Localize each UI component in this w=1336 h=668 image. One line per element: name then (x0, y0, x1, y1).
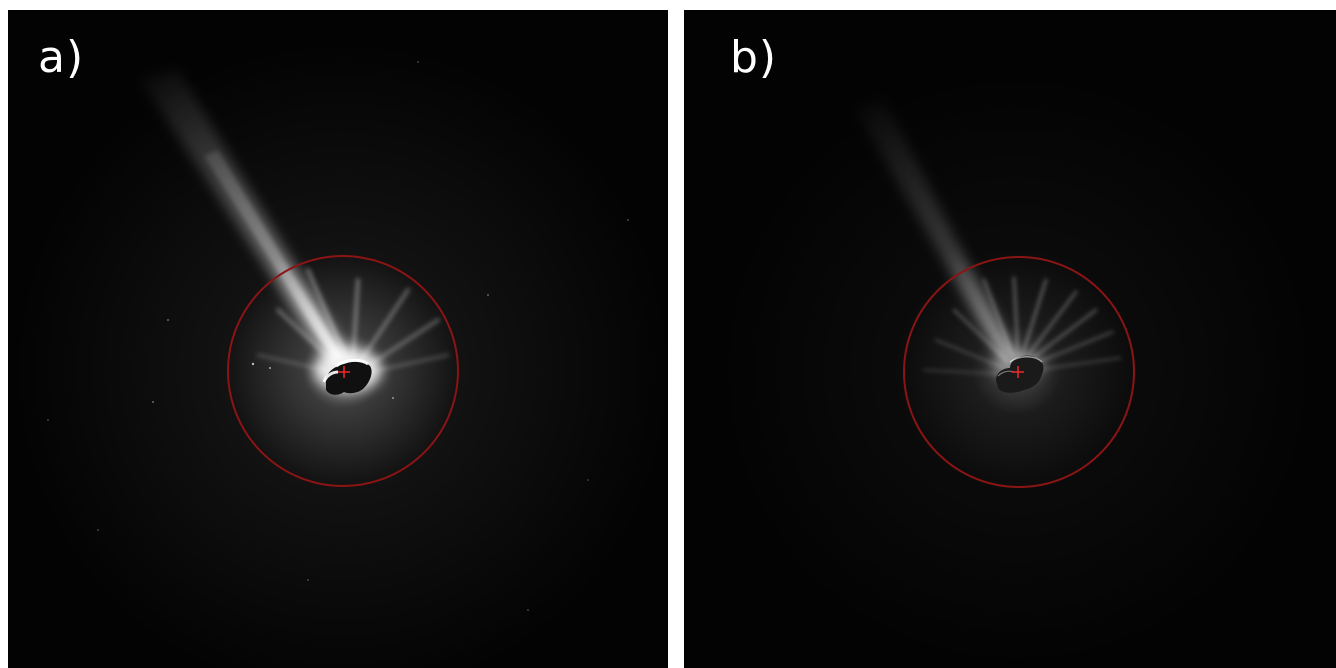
panel-b-nucleus (996, 355, 1044, 393)
panel-b-main-jet (854, 100, 1016, 360)
panel-b-label: b) (730, 32, 778, 83)
panel-b-center-marker (1012, 366, 1024, 378)
panel-b-aperture-circle (903, 256, 1135, 488)
panel-a-nucleus (322, 358, 372, 395)
panel-a-center-marker (338, 366, 350, 378)
panel-a-image: a) (8, 10, 668, 668)
panel-b-image: b) (684, 10, 1336, 668)
panel-a-aperture-circle (227, 255, 459, 487)
panel-a-stars (47, 61, 629, 611)
panel-b-comet-scene (684, 10, 1336, 668)
panel-a-comet-scene (8, 10, 668, 668)
panel-b-rays (922, 276, 1122, 376)
panel-a-label: a) (38, 32, 85, 83)
